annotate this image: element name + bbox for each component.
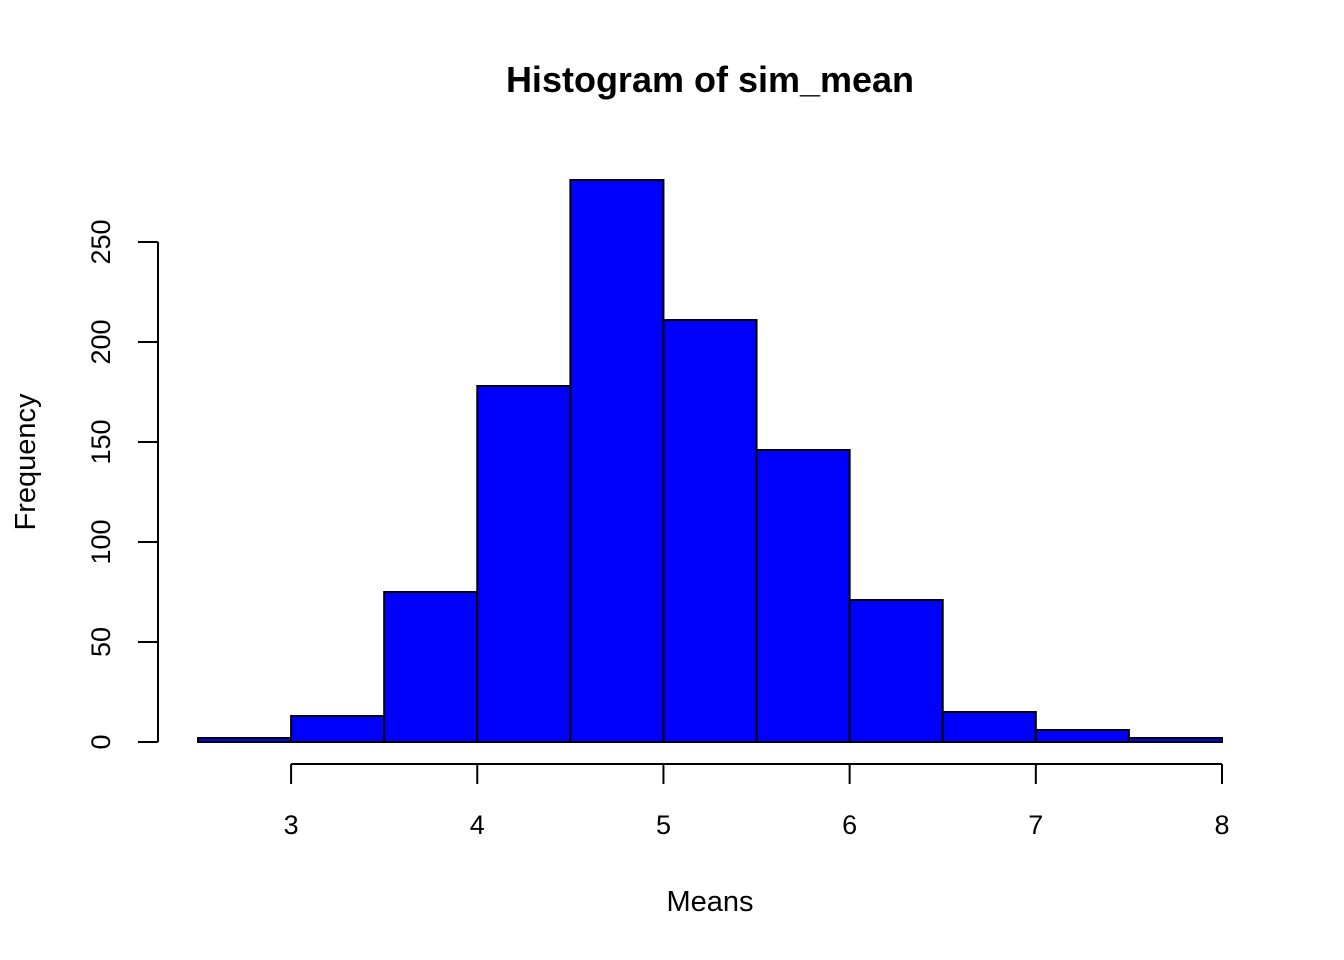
y-axis-label: Frequency — [10, 393, 42, 531]
histogram-bar-0 — [197, 737, 293, 743]
histogram-bar-2 — [383, 591, 479, 743]
x-tick-label-3: 3 — [284, 810, 299, 840]
histogram-bar-1 — [290, 715, 386, 743]
histogram-bar-5 — [662, 319, 758, 743]
y-tick-label-200: 200 — [86, 319, 116, 364]
y-tick-label-250: 250 — [86, 219, 116, 264]
histogram-bar-8 — [941, 711, 1037, 743]
chart-title: Histogram of sim_mean — [506, 59, 914, 100]
y-tick-label-50: 50 — [86, 627, 116, 657]
histogram-bar-9 — [1034, 729, 1130, 743]
histogram-bar-3 — [476, 385, 572, 743]
histogram-bar-7 — [848, 599, 944, 743]
y-axis: 0 50 100 150 200 250 — [86, 219, 159, 750]
histogram-bar-4 — [569, 179, 665, 743]
x-tick-label-7: 7 — [1028, 810, 1043, 840]
histogram-bar-10 — [1127, 737, 1223, 743]
y-tick-label-100: 100 — [86, 519, 116, 564]
y-tick-label-150: 150 — [86, 419, 116, 464]
x-axis: 3 4 5 6 7 8 — [284, 763, 1230, 840]
y-tick-label-0: 0 — [86, 734, 116, 749]
x-tick-label-8: 8 — [1214, 810, 1229, 840]
x-axis-label: Means — [666, 886, 753, 918]
x-tick-label-6: 6 — [842, 810, 857, 840]
histogram-bar-6 — [755, 449, 851, 743]
bars-group — [197, 179, 1223, 743]
x-tick-label-5: 5 — [656, 810, 671, 840]
x-tick-label-4: 4 — [470, 810, 485, 840]
